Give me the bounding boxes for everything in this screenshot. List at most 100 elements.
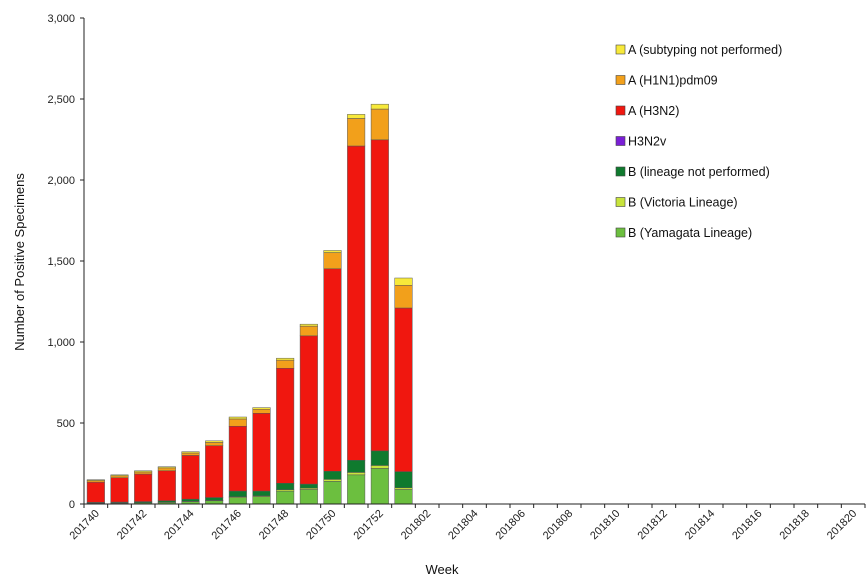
y-tick-label: 500	[57, 418, 75, 430]
x-tick-label: 201808	[541, 508, 575, 542]
bar-segment	[205, 497, 224, 501]
bar-segment	[370, 103, 389, 110]
bar-segment	[299, 483, 318, 489]
x-tick-label: 201748	[257, 508, 291, 542]
bar-segment	[110, 477, 129, 503]
bar-segment	[157, 470, 176, 502]
bar-segment	[110, 474, 129, 477]
bar-segment	[181, 451, 200, 454]
y-tick-label: 2,000	[47, 175, 75, 187]
y-axis-title: Number of Positive Specimens	[12, 173, 27, 351]
bar-segment	[299, 323, 318, 327]
bar-segment	[394, 285, 413, 309]
bar-segment	[157, 467, 176, 472]
legend-label: H3N2v	[628, 135, 667, 149]
y-tick-label: 0	[69, 499, 75, 511]
bar-segment	[181, 498, 200, 502]
bar-segment	[181, 452, 200, 456]
bar-segment	[347, 118, 366, 147]
bar-segment	[205, 440, 224, 443]
bar-segment	[276, 357, 295, 361]
bar-segment	[347, 472, 366, 476]
bar-segment	[347, 145, 366, 461]
x-tick-label: 201812	[636, 508, 670, 542]
bar-segment	[323, 471, 342, 480]
bar-segment	[323, 268, 342, 472]
y-tick-label: 3,000	[47, 13, 75, 25]
bar-segment	[394, 489, 413, 505]
y-tick-label: 2,500	[47, 94, 75, 106]
x-tick-label: 201802	[399, 508, 433, 542]
bar-segment	[252, 496, 271, 505]
legend-label: B (Victoria Lineage)	[628, 196, 738, 210]
bar-segment	[228, 416, 247, 420]
bar-segment	[110, 475, 129, 479]
bar-segment	[299, 325, 318, 337]
bar-segment	[86, 479, 105, 481]
bar-segment	[370, 108, 389, 141]
bar-segment	[252, 408, 271, 414]
bar-segment	[394, 471, 413, 489]
x-tick-label: 201814	[683, 508, 717, 542]
bar-segment	[347, 474, 366, 505]
bar-segment	[347, 460, 366, 473]
bar-segment	[228, 425, 247, 492]
legend-label: A (H1N1)pdm09	[628, 74, 718, 88]
bar-segment	[323, 250, 342, 253]
bar-segment	[370, 139, 389, 452]
y-tick-label: 1,500	[47, 256, 75, 268]
bar-segment	[134, 470, 153, 473]
legend-swatch	[615, 197, 626, 207]
bar-segment	[86, 481, 105, 503]
bar-segment	[228, 418, 247, 427]
x-tick-label: 201740	[68, 508, 102, 542]
x-tick-label: 201744	[162, 508, 196, 542]
bar-segment	[252, 490, 271, 497]
bar-segment	[157, 466, 176, 469]
x-tick-label: 201742	[115, 508, 149, 542]
axes-group	[83, 18, 865, 505]
x-tick-label: 201806	[494, 508, 528, 542]
y-ticks: 0 500 1,000 1,500 2,000 2,500 3,000	[47, 13, 84, 511]
bar-segment	[276, 367, 295, 484]
bar-segment	[252, 413, 271, 492]
legend-swatch	[615, 166, 626, 177]
bar-segment	[323, 481, 342, 505]
x-axis-title: Week	[426, 562, 459, 577]
bar-segment	[205, 442, 224, 446]
bar-segment	[323, 252, 342, 270]
bar-segment	[394, 307, 413, 472]
legend-label: B (Yamagata Lineage)	[628, 226, 752, 240]
x-tick-label: 201820	[825, 508, 859, 542]
bar-segment	[228, 490, 247, 497]
bar-segment	[276, 483, 295, 490]
bar-segment	[205, 445, 224, 498]
bars-group	[86, 103, 413, 505]
legend-swatch	[615, 75, 626, 85]
bar-segment	[347, 114, 366, 119]
bar-segment	[276, 490, 295, 505]
x-tick-label: 201804	[446, 508, 480, 542]
legend-label: B (lineage not performed)	[628, 165, 770, 179]
x-ticks: 201740 201742 201744 201746 201748 201750 2017…	[68, 504, 866, 542]
legend-swatch	[615, 136, 626, 146]
legend-label: A (subtyping not performed)	[628, 43, 782, 57]
legend-swatch	[615, 105, 626, 116]
x-tick-label: 201810	[588, 508, 622, 542]
bar-segment	[276, 359, 295, 369]
x-tick-label: 201818	[778, 508, 812, 542]
bar-segment	[323, 479, 342, 482]
bar-segment	[134, 471, 153, 475]
bar-segment	[181, 455, 200, 500]
bar-segment	[370, 468, 389, 505]
bar-segment	[299, 489, 318, 505]
y-tick-label: 1,000	[47, 337, 75, 349]
bar-segment	[299, 335, 318, 485]
bar-segment	[134, 473, 153, 502]
x-tick-label: 201816	[730, 508, 764, 542]
bar-segment	[228, 497, 247, 505]
legend-swatch	[615, 227, 626, 238]
bar-segment	[370, 465, 389, 469]
x-tick-label: 201750	[304, 508, 338, 542]
